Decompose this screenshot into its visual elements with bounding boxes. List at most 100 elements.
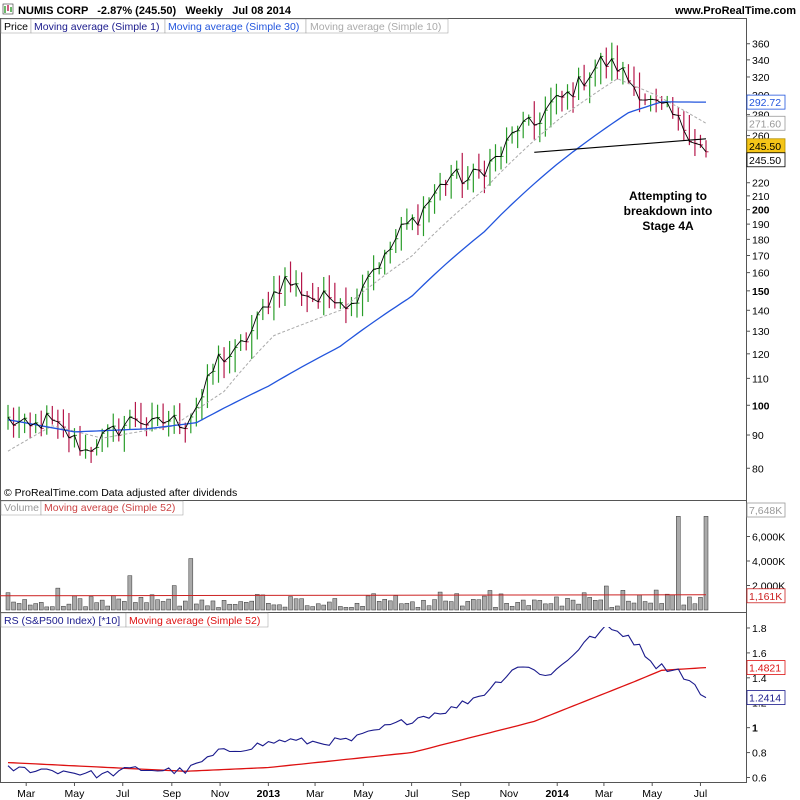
volume-bar [493, 606, 498, 611]
volume-bar [509, 606, 515, 611]
volume-bar [554, 596, 559, 611]
rs-plot [7, 627, 707, 779]
volume-bar [44, 606, 50, 611]
volume-bar [387, 600, 393, 611]
volume-bar [243, 602, 249, 611]
volume-bar [221, 600, 227, 611]
volume-bar [515, 602, 520, 611]
volume-bar [532, 599, 537, 611]
volume-bar [194, 603, 199, 611]
volume-bar [216, 607, 221, 611]
rs-line [7, 627, 707, 779]
volume-bar [681, 604, 687, 611]
volume-bar [94, 602, 99, 611]
volume-bar [399, 603, 404, 611]
annotation-line-1: Attempting to [629, 189, 707, 203]
volume-bar [105, 605, 110, 611]
volume-bar [432, 599, 437, 611]
volume-bar [581, 592, 587, 611]
volume-bar [703, 516, 709, 611]
badge-ma10: 271.60 [749, 118, 781, 130]
volume-bar [637, 594, 642, 611]
time-tick-label: May [642, 788, 663, 800]
chart-header: NUMIS CORP -2.87% (245.50) Weekly Jul 08… [2, 3, 796, 17]
volume-bar [282, 606, 288, 611]
volume-bar [498, 593, 504, 611]
volume-bar [288, 596, 293, 611]
volume-bar [482, 595, 487, 611]
legend-ma1: Moving average (Simple 1) [34, 21, 159, 33]
badge-volume-max: 7,648K [749, 505, 782, 517]
volume-bar [310, 606, 315, 611]
volume-bar [559, 605, 565, 611]
legend-box-rs-ma [125, 612, 269, 628]
volume-bar [11, 601, 16, 611]
ma1-price-line [7, 55, 707, 452]
volume-bar [609, 607, 615, 611]
volume-bar [570, 599, 576, 611]
volume-bar [183, 600, 188, 611]
price-tick-label: 140 [752, 305, 770, 317]
price-plot [7, 42, 709, 463]
volume-bar [177, 605, 182, 611]
volume-bar [615, 605, 620, 611]
volume-bar [266, 603, 271, 611]
price-tick-label: 200 [752, 205, 770, 217]
volume-bar [543, 603, 548, 611]
volume-bar [111, 595, 116, 611]
volume-bar [648, 602, 653, 611]
legend-ma30: Moving average (Simple 30) [168, 21, 299, 33]
legend-box-ma10 [305, 18, 449, 34]
volume-bar [415, 607, 421, 611]
legend-rs: RS (S&P500 Index) [*10] [4, 615, 120, 627]
volume-bar [16, 603, 22, 611]
volume-bar [421, 599, 426, 611]
volume-bar [476, 599, 482, 611]
volume-bar [88, 596, 94, 611]
volume-bar [393, 595, 399, 611]
volume-bar [332, 598, 338, 611]
copyright-footer: © ProRealTime.com Data adjusted after di… [4, 487, 237, 499]
badge-ma10-box [746, 115, 786, 131]
volume-bar [670, 594, 676, 611]
volume-bar [199, 599, 205, 611]
badge-volume-ma52-box [746, 588, 786, 604]
volume-bar [360, 606, 365, 611]
volume-bar [5, 592, 11, 611]
volume-bar [382, 599, 387, 611]
legend-volume-ma: Moving average (Simple 52) [44, 502, 175, 514]
chart-period: Weekly [185, 5, 224, 17]
price-tick-label: 90 [752, 430, 764, 442]
time-tick-label: Jul [116, 788, 129, 800]
price-tick-label: 160 [752, 268, 770, 280]
volume-bar [166, 598, 171, 611]
volume-bar [537, 600, 543, 611]
volume-tick-label: 4,000K [752, 556, 785, 568]
volume-bar [77, 598, 83, 611]
badge-rs-ma52-box [746, 660, 786, 675]
volume-bar [676, 516, 681, 611]
price-tick-label: 320 [752, 72, 770, 84]
badge-ma30: 292.72 [749, 97, 781, 109]
volume-bar [277, 604, 282, 611]
rs-tick-label: 1.8 [752, 623, 767, 635]
legend-ma10: Moving average (Simple 10) [310, 21, 441, 33]
volume-bar [122, 601, 127, 611]
volume-bar [365, 595, 371, 611]
annotation-line-2: breakdown into [624, 204, 713, 218]
volume-bar [626, 600, 631, 611]
volume-bar [327, 601, 332, 611]
volume-bar [620, 590, 626, 611]
volume-bar [149, 594, 155, 611]
time-tick-label: Jul [694, 788, 707, 800]
badge-rs-box [746, 690, 786, 705]
volume-bar [271, 604, 277, 611]
volume-bar [210, 600, 216, 611]
price-tick-label: 210 [752, 191, 770, 203]
volume-bar [304, 605, 310, 611]
volume-bar [443, 600, 448, 611]
badge-rs: 1.2414 [749, 693, 781, 705]
volume-bar [27, 604, 33, 611]
volume-bar [565, 598, 570, 611]
